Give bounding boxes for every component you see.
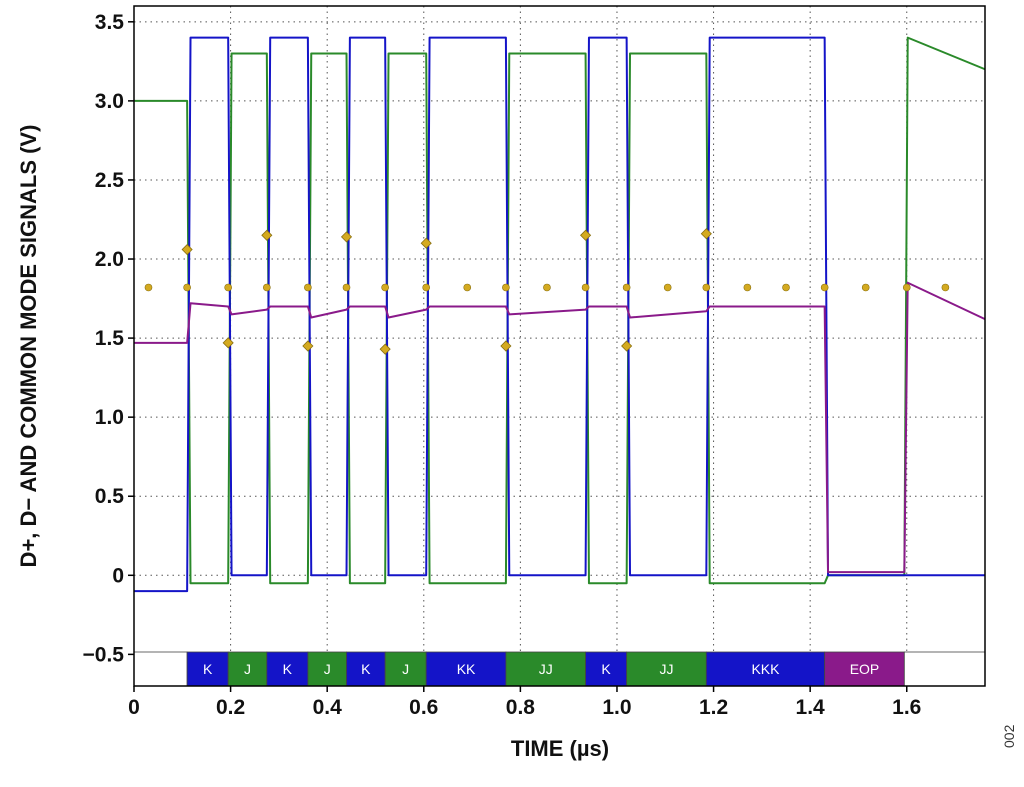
y-tick-label: 3.0 <box>95 90 124 113</box>
sample-marker <box>304 283 312 292</box>
segment <box>824 651 905 687</box>
sample-marker <box>342 283 351 292</box>
sample-marker <box>941 283 950 292</box>
y-tick-label: 0 <box>112 564 124 587</box>
segment-label: KKK <box>751 661 780 677</box>
crossing-marker <box>261 229 273 241</box>
signal-line <box>134 36 985 593</box>
plot-area <box>134 6 985 686</box>
y-tick-label: 3.5 <box>95 11 125 34</box>
segment <box>505 651 586 687</box>
crossing-marker <box>621 340 633 352</box>
x-tick-label: 0.2 <box>216 696 245 719</box>
segment <box>705 651 826 687</box>
sample-marker <box>820 283 829 292</box>
segment-label: JJ <box>659 661 673 677</box>
segment-label: JJ <box>539 661 553 677</box>
segment-label: idle <box>150 661 172 677</box>
segment <box>307 651 347 687</box>
crossing-marker <box>222 337 234 349</box>
y-tick-label: 2.0 <box>95 248 124 271</box>
segment-label: idle <box>934 661 956 677</box>
y-tick-label: 1.0 <box>95 406 124 429</box>
segment-label: K <box>283 661 293 677</box>
sample-marker <box>581 283 590 292</box>
sample-marker <box>263 283 271 292</box>
x-tick-label: 1.4 <box>796 696 826 719</box>
crossing-marker <box>580 229 592 241</box>
x-tick-label: 1.6 <box>892 696 921 719</box>
y-tick-label: 0.5 <box>95 485 125 508</box>
sample-marker <box>743 283 752 292</box>
side-note: 002 <box>1001 724 1017 748</box>
sample-marker <box>502 283 510 292</box>
segment <box>227 651 268 687</box>
sample-marker <box>782 283 790 292</box>
segment-label: EOP <box>850 661 880 677</box>
crossing-marker <box>340 231 353 243</box>
sample-marker <box>861 283 870 292</box>
sample-marker <box>183 283 191 292</box>
segment <box>425 651 507 687</box>
x-tick-label: 0 <box>128 696 140 719</box>
sample-marker <box>144 283 153 292</box>
sample-marker <box>422 283 430 292</box>
x-tick-label: 1.2 <box>699 696 728 719</box>
crossing-marker <box>302 340 314 352</box>
segment-label: KK <box>457 661 476 677</box>
x-tick-label: 0.8 <box>506 696 536 719</box>
sample-marker <box>902 283 911 292</box>
crossing-marker <box>700 228 712 240</box>
segment <box>266 651 309 687</box>
segment-label: K <box>601 661 611 677</box>
sample-marker <box>381 283 389 292</box>
signal-line <box>134 281 986 574</box>
crossing-marker <box>379 343 391 355</box>
segment <box>903 651 986 687</box>
crossing-marker <box>500 340 512 352</box>
segment-label: K <box>361 661 371 677</box>
plot-frame <box>133 5 986 687</box>
x-tick-label: 1.0 <box>602 696 631 719</box>
sample-marker <box>702 283 711 292</box>
x-axis-title: TIME (µs) <box>511 736 609 761</box>
segment-label: K <box>203 661 213 677</box>
x-tick-label: 0.6 <box>409 696 438 719</box>
sample-marker <box>463 283 472 292</box>
segment-label: J <box>324 661 331 677</box>
y-axis-title: D+, D− AND COMMON MODE SIGNALS (V) <box>16 125 41 568</box>
y-tick-label: 1.5 <box>95 327 125 350</box>
segment-label: J <box>402 661 409 677</box>
crossing-marker <box>181 243 193 256</box>
x-tick-label: 0.4 <box>313 696 343 719</box>
y-tick-label: −0.5 <box>83 643 125 666</box>
segment <box>626 651 707 687</box>
sample-marker <box>224 283 232 292</box>
y-tick-label: 2.5 <box>95 169 125 192</box>
crossing-marker <box>420 237 432 249</box>
sample-marker <box>622 283 631 292</box>
segment-label: J <box>244 661 251 677</box>
sample-marker <box>543 283 551 292</box>
sample-marker <box>663 283 672 292</box>
